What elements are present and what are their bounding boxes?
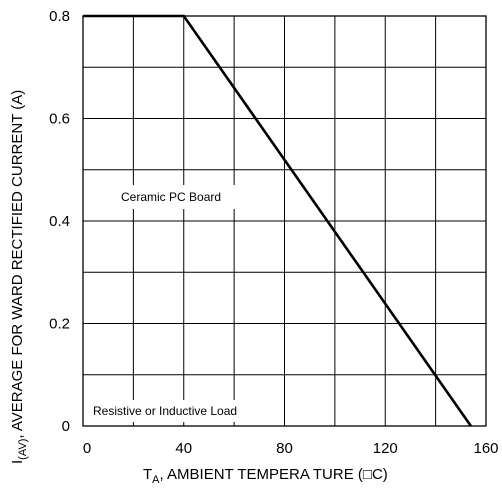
x-axis-title-main: T xyxy=(143,466,152,483)
y-axis-title: I(AV), AVERAGE FOR WARD RECTIFIED CURREN… xyxy=(9,90,29,464)
x-tick-label: 120 xyxy=(373,440,398,457)
y-axis-title-rest: , AVERAGE FOR WARD RECTIFIED CURRENT (A) xyxy=(9,90,26,439)
annotation-load-bg xyxy=(88,400,258,422)
y-tick-label: 0 xyxy=(62,418,70,435)
annotation-load-text: Resistive or Inductive Load xyxy=(93,404,237,418)
plot-frame xyxy=(82,15,487,427)
annotation-board: Ceramic PC Board xyxy=(113,185,237,209)
y-axis-title-main: I xyxy=(9,460,26,464)
annotation-board-bg xyxy=(113,185,237,209)
y-tick-label: 0.8 xyxy=(49,8,70,25)
x-tick-label: 80 xyxy=(276,440,293,457)
x-axis-title-sub: A xyxy=(152,474,160,486)
x-tick-label: 0 xyxy=(83,440,91,457)
y-axis-title-sub: (AV) xyxy=(17,439,29,460)
y-tick-label: 0.2 xyxy=(49,316,70,333)
x-tick-label: 160 xyxy=(473,440,498,457)
x-tick-label: 40 xyxy=(175,440,192,457)
tick-labels: 0 40 80 120 160 0 0.2 0.4 0.6 0.8 xyxy=(49,8,498,457)
annotation-board-text: Ceramic PC Board xyxy=(121,190,221,204)
x-axis-title-rest: , AMBIENT TEMPERA TURE (□C) xyxy=(160,466,388,483)
y-tick-label: 0.4 xyxy=(49,213,70,230)
grid xyxy=(83,16,486,426)
x-axis-title: TA, AMBIENT TEMPERA TURE (□C) xyxy=(143,466,388,486)
annotation-load: Resistive or Inductive Load xyxy=(88,400,258,422)
y-tick-label: 0.6 xyxy=(49,111,70,128)
